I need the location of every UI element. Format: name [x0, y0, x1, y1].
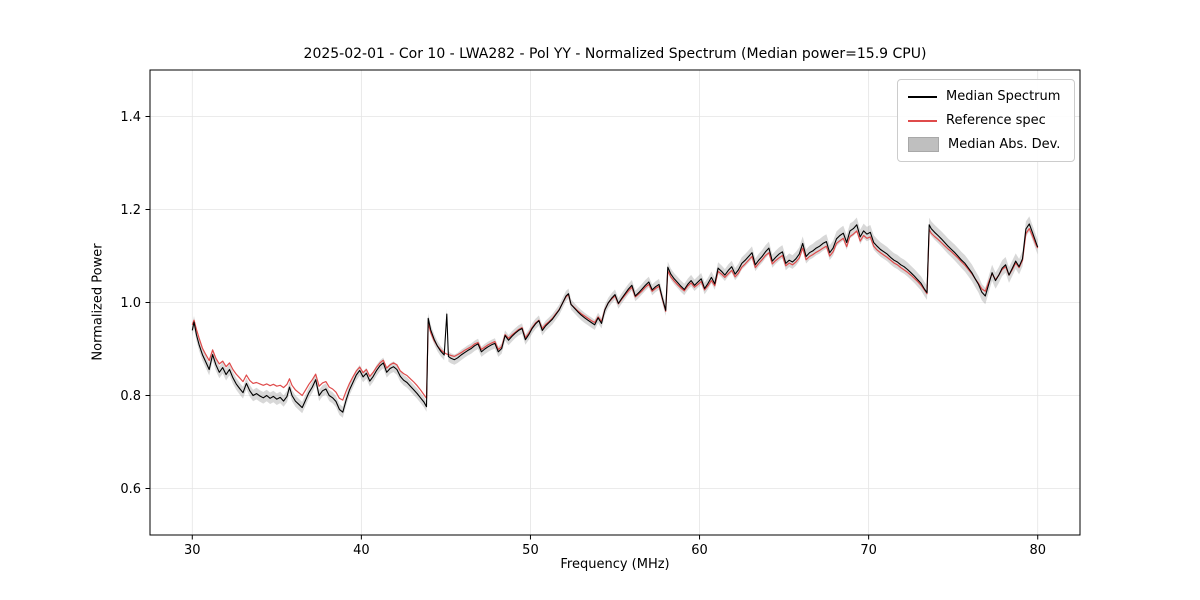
median-spectrum-line-swatch — [908, 95, 937, 98]
x-tick-label: 70 — [860, 543, 877, 558]
median-abs-dev-band — [192, 216, 1038, 418]
legend: Median Spectrum Reference spec Median Ab… — [897, 79, 1075, 162]
y-tick-label: 0.8 — [120, 389, 141, 404]
legend-label: Median Abs. Dev. — [948, 137, 1061, 152]
legend-item-median-abs-dev: Median Abs. Dev. — [908, 135, 1064, 154]
legend-label: Reference spec — [946, 113, 1046, 128]
x-tick-label: 60 — [691, 543, 708, 558]
y-tick-label: 1.0 — [120, 296, 141, 311]
y-tick-label: 1.2 — [120, 203, 141, 218]
chart-title: 2025-02-01 - Cor 10 - LWA282 - Pol YY - … — [303, 46, 927, 62]
y-tick-label: 1.4 — [120, 110, 141, 125]
legend-label: Median Spectrum — [946, 89, 1061, 104]
median-spectrum-line — [191, 223, 1039, 413]
reference-spec-line-swatch — [908, 119, 937, 122]
legend-item-reference-spec: Reference spec — [908, 111, 1064, 130]
y-tick-label: 0.6 — [120, 482, 141, 497]
reference-spec-line — [191, 228, 1039, 401]
x-axis-label: Frequency (MHz) — [560, 557, 670, 572]
x-tick-label: 30 — [184, 543, 201, 558]
x-tick-label: 80 — [1029, 543, 1046, 558]
legend-item-median-spectrum: Median Spectrum — [908, 87, 1064, 106]
x-tick-label: 40 — [353, 543, 370, 558]
median-abs-dev-band-swatch — [908, 137, 939, 152]
x-tick-label: 50 — [522, 543, 539, 558]
y-axis-label: Normalized Power — [90, 243, 106, 361]
